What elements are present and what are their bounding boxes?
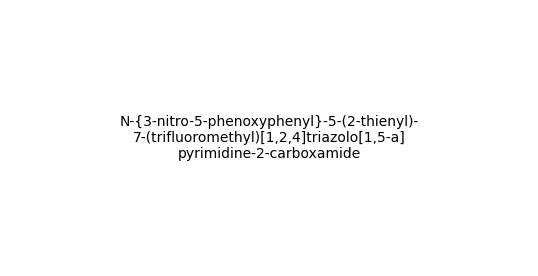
Text: N-{3-nitro-5-phenoxyphenyl}-5-(2-thienyl)-
7-(trifluoromethyl)[1,2,4]triazolo[1,: N-{3-nitro-5-phenoxyphenyl}-5-(2-thienyl…: [119, 115, 419, 161]
